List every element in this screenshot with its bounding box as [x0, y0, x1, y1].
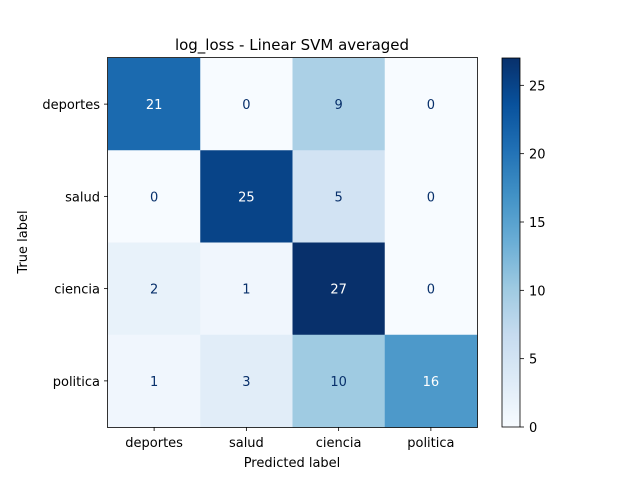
cell-value: 25 [238, 190, 255, 205]
x-tick-label: deportes [125, 436, 183, 451]
colorbar-tick-label: 15 [529, 216, 546, 231]
x-axis-label: Predicted label [244, 456, 341, 471]
colorbar-tick-label: 25 [529, 79, 546, 94]
y-axis-label: True label [16, 210, 31, 274]
cell-value: 5 [334, 190, 342, 205]
cell-value: 27 [330, 283, 347, 298]
y-tick-label: ciencia [54, 283, 100, 298]
cell-value: 16 [423, 375, 440, 390]
colorbar-tick-label: 20 [529, 148, 546, 163]
colorbar-ticks: 0 5 10 15 20 25 [520, 79, 546, 436]
heatmap-cells [108, 58, 478, 428]
cell-value: 0 [242, 98, 250, 113]
y-tick-label: deportes [42, 98, 100, 113]
y-tick-label: salud [65, 190, 100, 205]
cell-value: 10 [330, 375, 347, 390]
chart-title: log_loss - Linear SVM averaged [175, 36, 409, 55]
colorbar-tick-label: 10 [529, 284, 546, 299]
cell-value: 0 [427, 98, 435, 113]
cell-value: 1 [242, 283, 250, 298]
x-tick-label: ciencia [316, 436, 362, 451]
colorbar-tick-label: 5 [529, 353, 537, 368]
x-tick-label: salud [229, 436, 264, 451]
cell-value: 1 [150, 375, 158, 390]
x-tick-label: politica [407, 436, 454, 451]
x-axis-ticks: deportes salud ciencia politica [125, 427, 454, 451]
cell-value: 21 [146, 98, 163, 113]
colorbar [502, 58, 520, 427]
cell-value: 3 [242, 375, 250, 390]
y-axis-ticks: deportes salud ciencia politica [42, 98, 108, 390]
cell-value: 0 [427, 283, 435, 298]
cell-value: 9 [334, 98, 342, 113]
y-tick-label: politica [53, 375, 100, 390]
cell-value: 2 [150, 283, 158, 298]
cell-value: 0 [150, 190, 158, 205]
colorbar-tick-label: 0 [529, 421, 537, 436]
cell-value: 0 [427, 190, 435, 205]
